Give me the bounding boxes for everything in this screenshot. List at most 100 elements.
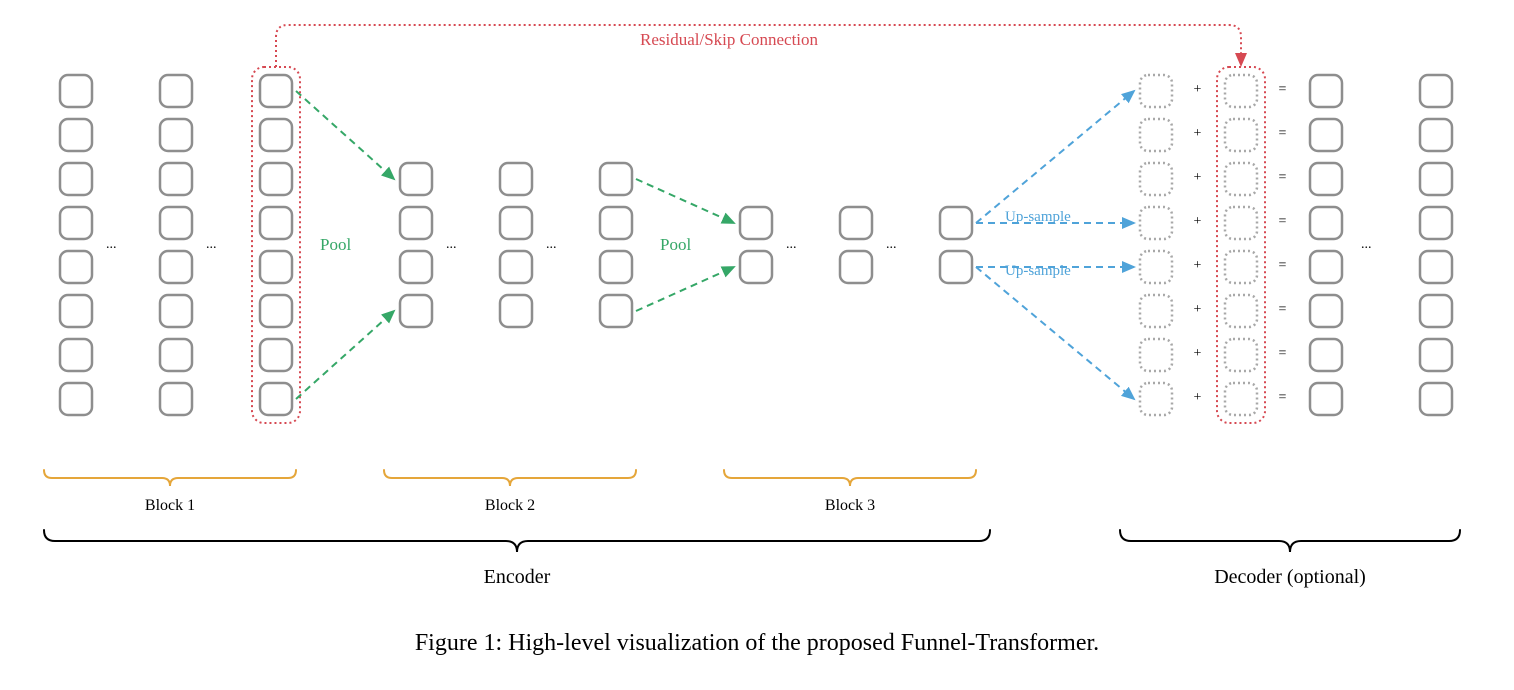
token-box [260, 119, 292, 151]
token-box [500, 251, 532, 283]
ellipsis: ... [786, 237, 797, 253]
pool-arrow [636, 179, 734, 223]
token-box [840, 207, 872, 239]
equals-op: = [1279, 126, 1287, 142]
plus-op: + [1194, 258, 1202, 274]
pool-arrow [296, 91, 394, 179]
token-box [400, 295, 432, 327]
token-box [160, 163, 192, 195]
skip-highlight-box [1217, 67, 1265, 423]
brace-label: Block 2 [360, 497, 660, 515]
token-box [1225, 75, 1257, 107]
token-box [160, 207, 192, 239]
equals-op: = [1279, 214, 1287, 230]
plus-op: + [1194, 302, 1202, 318]
plus-op: + [1194, 390, 1202, 406]
token-box [1420, 383, 1452, 415]
token-box [1310, 295, 1342, 327]
token-box [400, 207, 432, 239]
ellipsis: ... [886, 237, 897, 253]
token-box [500, 163, 532, 195]
brace-label: Block 1 [20, 497, 320, 515]
token-box [1225, 251, 1257, 283]
token-box [1420, 207, 1452, 239]
token-box [500, 295, 532, 327]
token-box [1420, 339, 1452, 371]
upsample-label: Up-sample [1005, 209, 1071, 226]
ellipsis: ... [446, 237, 457, 253]
token-box [260, 339, 292, 371]
token-box [60, 251, 92, 283]
token-box [260, 163, 292, 195]
token-box [1225, 207, 1257, 239]
token-box [60, 75, 92, 107]
token-box [160, 295, 192, 327]
token-box [1140, 251, 1172, 283]
token-box [1420, 119, 1452, 151]
token-box [940, 251, 972, 283]
token-box [600, 207, 632, 239]
token-box [60, 339, 92, 371]
pool-arrow [296, 311, 394, 399]
token-box [740, 251, 772, 283]
equals-op: = [1279, 302, 1287, 318]
token-box [1420, 295, 1452, 327]
token-box [260, 295, 292, 327]
plus-op: + [1194, 126, 1202, 142]
upsample-label: Up-sample [1005, 263, 1071, 280]
token-box [1225, 339, 1257, 371]
token-box [160, 251, 192, 283]
token-box [1140, 75, 1172, 107]
token-box [1310, 383, 1342, 415]
token-box [1140, 339, 1172, 371]
token-box [600, 163, 632, 195]
brace [44, 530, 990, 552]
pool-label: Pool [660, 235, 691, 255]
plus-op: + [1194, 346, 1202, 362]
brace [44, 470, 296, 486]
token-box [1420, 251, 1452, 283]
token-box [1420, 75, 1452, 107]
token-box [400, 163, 432, 195]
token-box [60, 207, 92, 239]
token-box [1420, 163, 1452, 195]
token-box [260, 75, 292, 107]
brace [384, 470, 636, 486]
token-box [160, 339, 192, 371]
skip-label: Residual/Skip Connection [640, 30, 818, 50]
ellipsis: ... [106, 237, 117, 253]
token-box [260, 207, 292, 239]
token-box [1310, 163, 1342, 195]
ellipsis: ... [546, 237, 557, 253]
upsample-arrow [976, 267, 1134, 399]
token-box [1310, 207, 1342, 239]
token-box [160, 75, 192, 107]
token-box [1140, 119, 1172, 151]
token-box [160, 119, 192, 151]
equals-op: = [1279, 258, 1287, 274]
token-box [500, 207, 532, 239]
skip-highlight-box [252, 67, 300, 423]
token-box [1310, 119, 1342, 151]
ellipsis: ... [1361, 237, 1372, 253]
plus-op: + [1194, 82, 1202, 98]
token-box [1140, 207, 1172, 239]
token-box [1310, 75, 1342, 107]
upsample-arrow [976, 91, 1134, 223]
token-box [600, 295, 632, 327]
equals-op: = [1279, 170, 1287, 186]
pool-arrow [636, 267, 734, 311]
token-box [940, 207, 972, 239]
token-box [400, 251, 432, 283]
token-box [1140, 163, 1172, 195]
token-box [740, 207, 772, 239]
token-box [1310, 251, 1342, 283]
token-box [60, 163, 92, 195]
token-box [60, 119, 92, 151]
pool-label: Pool [320, 235, 351, 255]
brace [724, 470, 976, 486]
token-box [1225, 383, 1257, 415]
token-box [1225, 119, 1257, 151]
token-box [1225, 295, 1257, 327]
equals-op: = [1279, 390, 1287, 406]
